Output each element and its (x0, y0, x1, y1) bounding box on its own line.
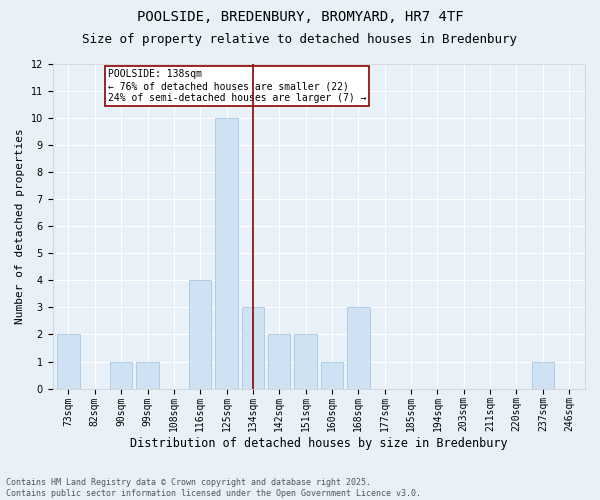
X-axis label: Distribution of detached houses by size in Bredenbury: Distribution of detached houses by size … (130, 437, 508, 450)
Text: POOLSIDE: 138sqm
← 76% of detached houses are smaller (22)
24% of semi-detached : POOLSIDE: 138sqm ← 76% of detached house… (108, 70, 367, 102)
Bar (110, 362, 133, 388)
Text: Contains HM Land Registry data © Crown copyright and database right 2025.
Contai: Contains HM Land Registry data © Crown c… (6, 478, 421, 498)
Text: POOLSIDE, BREDENBURY, BROMYARD, HR7 4TF: POOLSIDE, BREDENBURY, BROMYARD, HR7 4TF (137, 10, 463, 24)
Bar (242, 308, 264, 388)
Bar (295, 334, 317, 388)
Bar (57, 334, 80, 388)
Bar (136, 362, 159, 388)
Text: Size of property relative to detached houses in Bredenbury: Size of property relative to detached ho… (83, 32, 517, 46)
Bar (347, 308, 370, 388)
Bar (321, 362, 343, 388)
Bar (189, 280, 211, 388)
Bar (532, 362, 554, 388)
Y-axis label: Number of detached properties: Number of detached properties (15, 128, 25, 324)
Bar (268, 334, 290, 388)
Bar (215, 118, 238, 388)
